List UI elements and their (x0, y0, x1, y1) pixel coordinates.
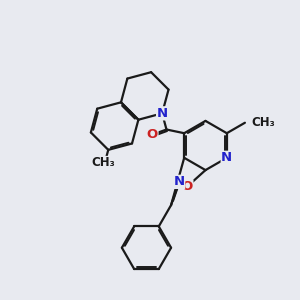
Text: O: O (147, 128, 158, 141)
Text: O: O (182, 180, 193, 193)
Text: N: N (221, 151, 232, 164)
Text: N: N (157, 107, 168, 120)
Text: N: N (173, 176, 184, 188)
Text: CH₃: CH₃ (251, 116, 275, 129)
Text: CH₃: CH₃ (92, 157, 115, 169)
